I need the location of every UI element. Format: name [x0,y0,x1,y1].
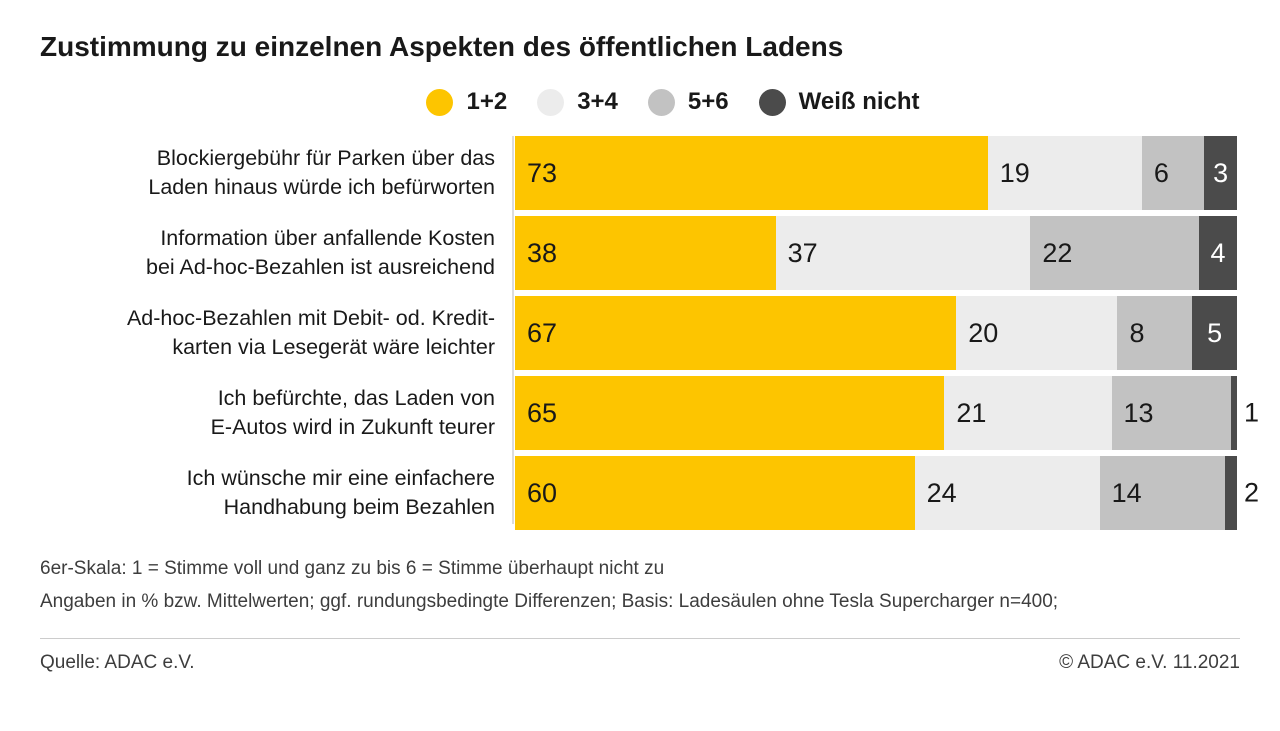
bar-segment [1225,456,1237,530]
bar-value-label: 6 [1153,157,1169,188]
copyright-text: © ADAC e.V. 11.2021 [1059,652,1240,673]
stacked-bar: 65 21 13 1 [515,376,1259,450]
bar-segment: 65 [515,376,945,450]
category-label: Blockiergebühr für Parken über das Laden… [148,146,495,199]
bar-segment: 37 [775,216,1031,290]
bar-value-label: 1 [1244,397,1260,428]
axis-line [512,136,514,524]
category-label: Ich wünsche mir eine einfachere Handhabu… [186,466,495,519]
footnotes: 6er-Skala: 1 = Stimme voll und ganz zu b… [40,552,1240,618]
bar-segment: 6 [1141,136,1205,210]
footnote-basis: Angaben in % bzw. Mittelwerten; ggf. run… [40,591,1059,612]
bar-value-label: 21 [956,397,987,428]
bar-segment: 22 [1030,216,1199,290]
bar-value-label: 38 [527,237,558,268]
legend-label: Weiß nicht [798,88,920,115]
source-text: Quelle: ADAC e.V. [40,652,195,673]
bar-value-label: 2 [1244,477,1260,508]
footnote-scale: 6er-Skala: 1 = Stimme voll und ganz zu b… [40,558,665,579]
chart-row: Ich wünsche mir eine einfachere Handhabu… [40,456,1259,530]
legend-label: 5+6 [687,88,729,115]
bar-value-label: 37 [787,237,818,268]
legend-label: 1+2 [466,88,508,115]
category-label: Ad-hoc-Bezahlen mit Debit- od. Kredit- k… [126,306,495,359]
bar-segment: 13 [1111,376,1232,450]
legend-swatch-icon [758,88,786,116]
legend-label: 3+4 [577,88,618,115]
chart-row: Ad-hoc-Bezahlen mit Debit- od. Kredit- k… [40,296,1240,370]
chart-row: Blockiergebühr für Parken über das Laden… [40,136,1240,210]
legend: 1+2 3+4 5+6 Weiß nicht [40,88,1240,116]
bar-value-label: 13 [1123,397,1154,428]
stacked-bar-chart: Blockiergebühr für Parken über das Laden… [40,136,1259,530]
bar-value-label: 65 [527,397,558,428]
legend-item: 1+2 [426,88,507,116]
bar-value-label: 4 [1210,237,1226,268]
bar-value-label: 67 [527,317,558,348]
chart-row: Ich befürchte, das Laden von E-Autos wir… [40,376,1259,450]
category-label: Information über anfallende Kosten bei A… [146,226,495,279]
category-label: Ich befürchte, das Laden von E-Autos wir… [210,386,495,439]
bar-segment: 4 [1198,216,1237,290]
bar-segment: 20 [956,296,1118,370]
bar-segment [1231,376,1237,450]
bar-segment: 19 [987,136,1142,210]
bar-segment: 5 [1192,296,1238,370]
bar-segment: 24 [914,456,1100,530]
legend-item: 3+4 [537,88,618,116]
chart-row: Information über anfallende Kosten bei A… [40,216,1240,290]
stacked-bar: 73 19 6 3 [515,136,1237,210]
legend-swatch-icon [647,88,675,116]
bar-segment: 60 [515,456,915,530]
stacked-bar: 38 37 22 4 [515,216,1237,290]
stacked-bar: 60 24 14 2 [515,456,1259,530]
bar-segment: 73 [515,136,988,210]
bar-segment: 3 [1204,136,1237,210]
divider-line [40,638,1240,639]
bar-value-label: 73 [527,157,558,188]
bar-value-label: 3 [1213,157,1229,188]
bar-value-label: 5 [1207,317,1223,348]
bar-segment: 21 [944,376,1112,450]
bar-segment: 8 [1117,296,1193,370]
legend-swatch-icon [426,88,454,116]
footer: Quelle: ADAC e.V. © ADAC e.V. 11.2021 [40,652,1240,674]
stacked-bar: 67 20 8 5 [515,296,1238,370]
bar-value-label: 19 [999,157,1030,188]
bar-segment: 14 [1099,456,1226,530]
bar-segment: 67 [515,296,957,370]
bar-value-label: 22 [1042,237,1073,268]
bar-segment: 38 [515,216,776,290]
legend-swatch-icon [537,88,565,116]
legend-item: 5+6 [647,88,729,116]
bar-value-label: 20 [968,317,999,348]
legend-item: Weiß nicht [758,88,920,116]
page-title: Zustimmung zu einzelnen Aspekten des öff… [40,31,844,62]
bar-value-label: 8 [1129,317,1145,348]
chart-rows: Blockiergebühr für Parken über das Laden… [40,136,1259,530]
bar-value-label: 14 [1111,477,1142,508]
bar-value-label: 24 [926,477,957,508]
bar-value-label: 60 [527,477,558,508]
